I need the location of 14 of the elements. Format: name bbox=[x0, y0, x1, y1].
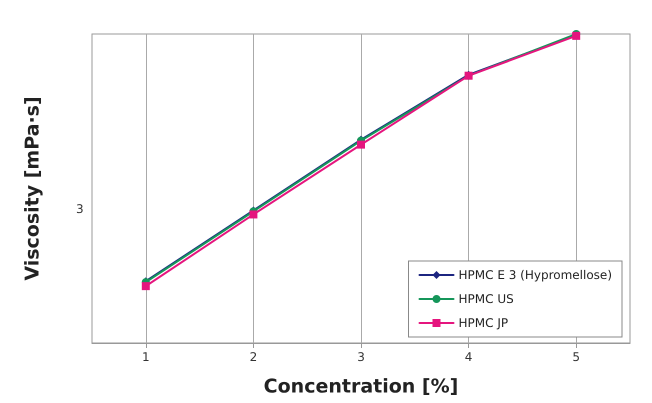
x-tick-label: 2 bbox=[250, 350, 258, 364]
legend-label: HPMC US bbox=[458, 292, 514, 306]
point bbox=[357, 140, 365, 149]
x-axis-title: Concentration [%] bbox=[264, 376, 458, 398]
legend-label: HPMC JP bbox=[458, 316, 508, 330]
point bbox=[142, 282, 150, 290]
x-tick-label: 5 bbox=[572, 350, 580, 364]
x-tick-label: 3 bbox=[357, 350, 365, 364]
text: 3 bbox=[76, 202, 84, 216]
x-tick-label: 4 bbox=[464, 350, 472, 364]
x-tick-label: 1 bbox=[142, 350, 150, 364]
point bbox=[249, 210, 258, 218]
y-axis-title: Viscosity [mPa·s] bbox=[22, 96, 44, 281]
legend-label: HPMC E 3 (Hypromellose) bbox=[458, 268, 612, 282]
